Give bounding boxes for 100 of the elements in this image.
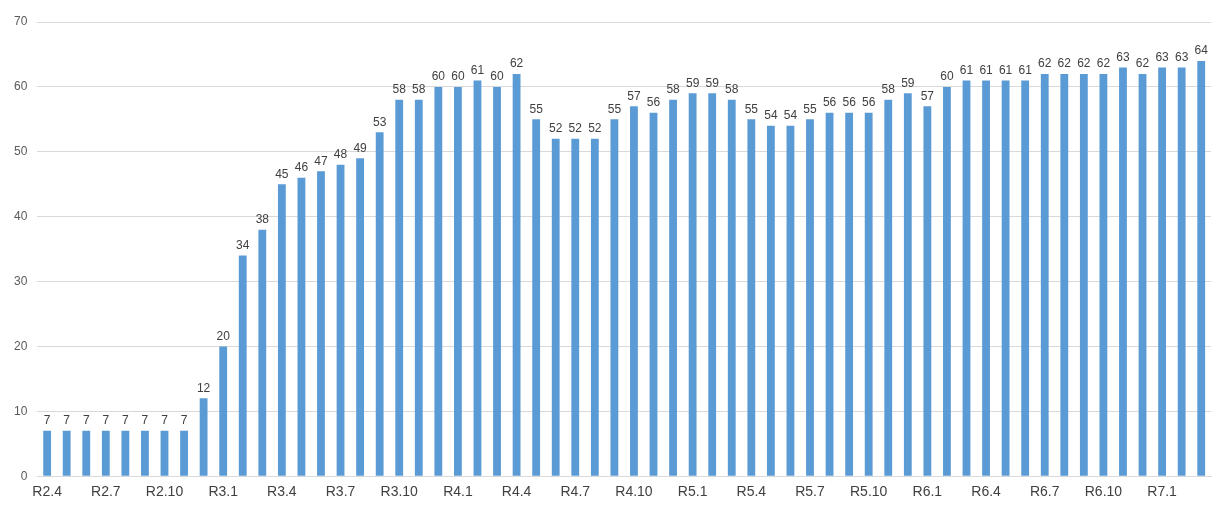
data-label: 63: [1155, 49, 1170, 64]
data-label: 61: [1018, 62, 1033, 77]
data-label: 54: [783, 108, 798, 123]
x-tick-label: R2.4: [32, 483, 63, 500]
data-label: 34: [236, 237, 250, 252]
x-tick-label: R3.7: [325, 483, 356, 500]
data-label: 20: [216, 328, 231, 343]
data-label: 61: [959, 62, 974, 77]
bar: [1099, 73, 1108, 476]
y-tick-label: 10: [13, 403, 28, 418]
x-tick-label: R6.4: [971, 483, 1002, 500]
bar: [806, 119, 814, 476]
bar: [375, 132, 384, 476]
bar: [688, 93, 697, 476]
bar: [434, 86, 443, 476]
y-tick-label: 60: [13, 79, 28, 94]
bar: [1079, 73, 1088, 476]
y-tick-label: 70: [13, 14, 28, 29]
bar: [395, 99, 404, 476]
data-label: 7: [180, 413, 188, 428]
bar: [982, 80, 990, 476]
data-label: 48: [333, 147, 348, 162]
bar: [1138, 73, 1147, 476]
x-tick-label: R5.4: [736, 483, 767, 500]
bar: [1060, 73, 1069, 476]
data-label: 52: [568, 121, 583, 136]
data-label: 60: [490, 69, 505, 84]
data-label: 60: [431, 69, 446, 84]
data-label: 55: [744, 101, 759, 116]
data-label: 58: [725, 82, 739, 97]
bar: [160, 430, 169, 476]
data-label: 63: [1174, 49, 1189, 64]
data-label: 62: [1077, 56, 1091, 71]
data-label: 56: [842, 95, 857, 110]
bar: [727, 99, 736, 476]
data-label: 62: [1096, 56, 1111, 71]
data-label: 47: [314, 153, 328, 168]
y-tick-label: 0: [20, 468, 28, 483]
data-label: 56: [862, 95, 876, 110]
y-tick-label: 20: [13, 338, 28, 353]
data-label: 52: [549, 121, 563, 136]
y-tick-label: 50: [13, 144, 28, 159]
bar: [943, 86, 951, 476]
data-label: 12: [196, 380, 211, 395]
bar: [238, 255, 247, 476]
bar: [101, 430, 110, 476]
bar: [1040, 73, 1049, 476]
bar: [630, 106, 638, 476]
data-label: 7: [141, 413, 149, 428]
bar: [453, 86, 462, 476]
x-tick-label: R3.10: [380, 483, 419, 500]
bar: [845, 112, 854, 476]
bar: [493, 86, 501, 476]
bar: [962, 80, 971, 476]
data-label: 58: [881, 82, 896, 97]
x-tick-label: R4.1: [443, 483, 473, 500]
x-tick-label: R6.7: [1029, 483, 1060, 500]
bar: [903, 93, 912, 476]
data-label: 7: [102, 413, 110, 428]
bar: [356, 158, 365, 476]
bar: [1119, 67, 1127, 476]
data-label: 64: [1194, 43, 1209, 58]
bar: [864, 112, 873, 476]
data-label: 61: [998, 62, 1013, 77]
data-label: 62: [1038, 56, 1052, 71]
bar: [590, 138, 599, 476]
x-tick-label: R6.1: [912, 483, 943, 500]
bar: [786, 125, 795, 476]
x-tick-label: R5.10: [850, 483, 888, 500]
x-tick-label: R4.7: [560, 483, 591, 500]
data-label: 49: [353, 140, 368, 155]
bar: [610, 119, 619, 476]
bar: [884, 99, 893, 476]
data-label: 38: [255, 211, 270, 226]
data-label: 55: [803, 101, 817, 116]
x-tick-label: R3.1: [208, 483, 239, 500]
data-label: 63: [1116, 49, 1130, 64]
bar: [512, 73, 521, 476]
data-label: 61: [979, 62, 994, 77]
bar: [708, 93, 717, 476]
data-label: 7: [122, 413, 130, 428]
x-tick-label: R3.4: [267, 483, 297, 500]
data-label: 58: [666, 82, 681, 97]
data-label: 57: [627, 88, 641, 103]
x-tick-label: R6.10: [1084, 483, 1123, 500]
bar: [258, 229, 267, 476]
data-label: 7: [63, 413, 71, 428]
bar: [923, 106, 932, 476]
x-tick-label: R4.4: [501, 483, 532, 500]
bar: [1158, 67, 1167, 476]
x-tick-label: R2.7: [91, 483, 121, 500]
data-label: 60: [451, 69, 465, 84]
bar: [180, 430, 188, 476]
y-tick-label: 30: [13, 273, 28, 288]
data-label: 52: [588, 121, 602, 136]
bar: [62, 430, 71, 476]
bar: [551, 138, 560, 476]
data-label: 57: [920, 88, 935, 103]
bar: [121, 430, 130, 476]
bar: [1001, 80, 1010, 476]
